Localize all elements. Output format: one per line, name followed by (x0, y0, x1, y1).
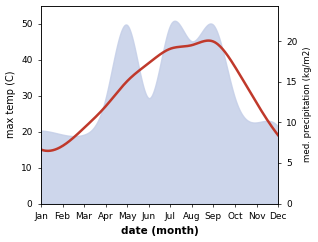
Y-axis label: max temp (C): max temp (C) (5, 71, 16, 138)
Y-axis label: med. precipitation (kg/m2): med. precipitation (kg/m2) (303, 47, 313, 162)
X-axis label: date (month): date (month) (121, 227, 198, 236)
